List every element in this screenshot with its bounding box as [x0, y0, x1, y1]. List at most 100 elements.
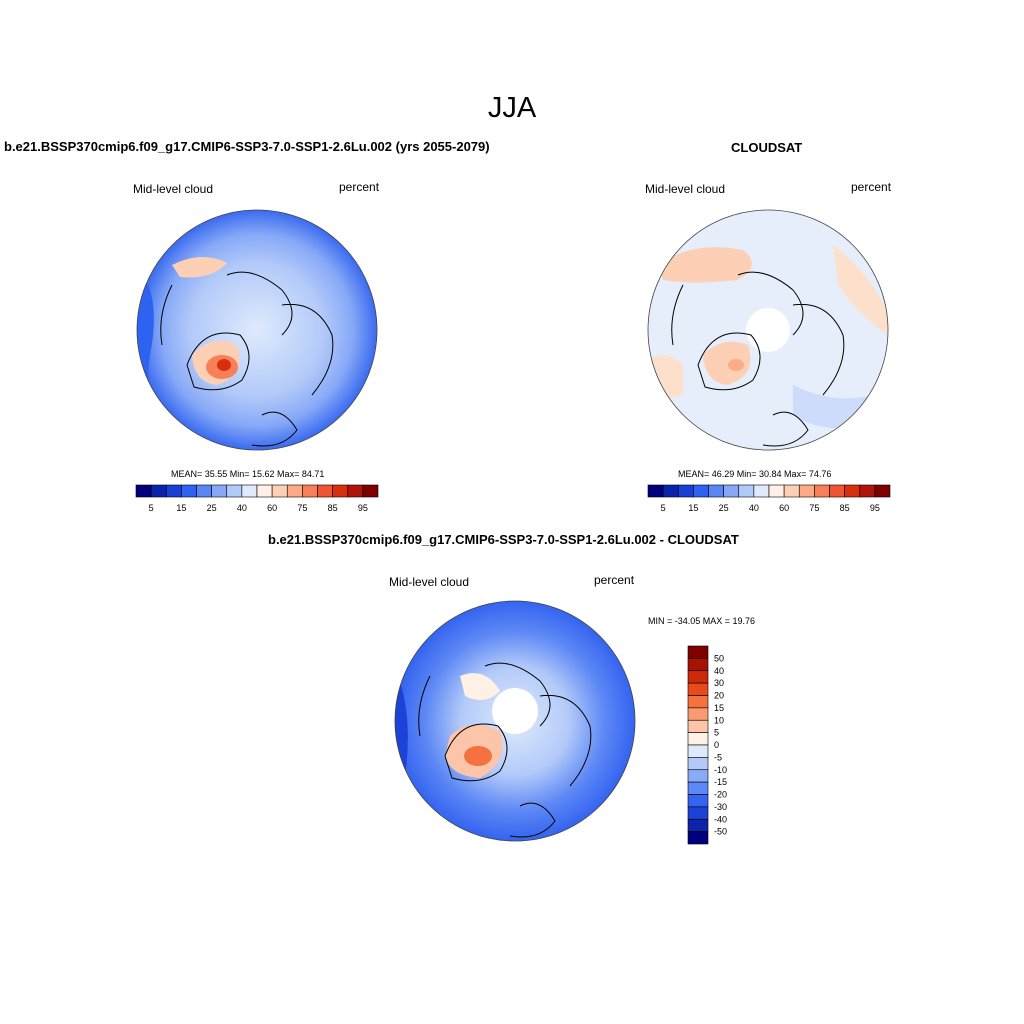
panel-3-units-label: percent	[594, 573, 635, 587]
panel-1-colorbar-segment	[302, 484, 318, 498]
panel-2-colorbar-segment	[829, 484, 845, 498]
panel-1-units-label: percent	[339, 180, 380, 194]
panel-2-colorbar-tick-label: 60	[779, 503, 789, 513]
panel-1-variable-label: Mid-level cloud	[133, 182, 214, 196]
panel-3-variable-label: Mid-level cloud	[389, 575, 470, 589]
panel-2-colorbar-segment	[647, 484, 664, 498]
panel-3-colorbar-tick-label: 40	[714, 666, 724, 676]
panel-3-warm-region	[460, 673, 500, 700]
figure-title: JJA	[487, 92, 537, 124]
panel-3-colorbar-segment	[687, 806, 709, 820]
panel-1-colorbar-segment	[317, 484, 333, 498]
panel-3-colorbar-tick-label: 15	[714, 703, 724, 713]
panel-3-colorbar-tick-label: -20	[714, 790, 727, 800]
panel-3-colorbar-segment	[687, 732, 709, 746]
panel-3-colorbar-tick-label: -50	[714, 827, 727, 837]
panel-1-stats: MEAN= 35.55 Min= 15.62 Max= 84.71	[171, 469, 325, 479]
panel-3-colorbar-segment	[687, 769, 709, 783]
panel-1-colorbar-segment	[196, 484, 212, 498]
panel-2-variable-label: Mid-level cloud	[645, 182, 726, 196]
panel-2-coastlines	[671, 271, 845, 447]
panel-3-colorbar-tick-label: 10	[714, 715, 724, 725]
panel-2-warm-region	[703, 341, 751, 385]
panel-1-colorbar-segment	[241, 484, 258, 498]
panel-3-colorbar-segment	[687, 670, 709, 684]
panel-1-warm-region	[217, 359, 231, 371]
panel-2-colorbar-segment	[708, 484, 724, 498]
panel-1-colorbar-segment	[165, 484, 182, 498]
panel-2-units-label: percent	[851, 180, 892, 194]
panel-2-colorbar-segment	[874, 484, 891, 498]
panel-1-title: b.e21.BSSP370cmip6.f09_g17.CMIP6-SSP3-7.…	[4, 139, 490, 154]
panel-2-colorbar-segment	[662, 484, 679, 498]
panel-3-title: b.e21.BSSP370cmip6.f09_g17.CMIP6-SSP3-7.…	[268, 532, 739, 547]
panel-2-colorbar-segment	[814, 484, 830, 498]
panel-1-colorbar-segment	[332, 484, 349, 498]
panel-2-colorbar-tick-label: 25	[719, 503, 729, 513]
panel-2-missing-data	[746, 308, 790, 352]
panel-3-map-border	[394, 600, 636, 842]
panel-2-colorbar-segment	[723, 484, 740, 498]
panel-3-colorbar-tick-label: -5	[714, 752, 722, 762]
panel-3-colorbar-segment	[687, 658, 709, 672]
panel-3-colorbar-segment	[687, 794, 709, 808]
panel-3-warm-region	[464, 746, 492, 766]
panel-1-colorbar: 5 15 25 40 60 75 85 95	[135, 484, 379, 513]
panel-2-colorbar-segment	[768, 484, 785, 498]
panel-3-colorbar-tick-label: 50	[714, 653, 724, 663]
panel-1-map	[136, 209, 378, 451]
panel-2-colorbar-segment	[844, 484, 861, 498]
panel-1-colorbar-segment	[211, 484, 228, 498]
panel-1-colorbar-segment	[135, 484, 152, 498]
panel-2-colorbar-segment	[677, 484, 694, 498]
panel-3-colorbar-tick-label: 0	[714, 740, 719, 750]
panel-1-colorbar-segment	[256, 484, 273, 498]
panel-2-colorbar-tick-label: 85	[840, 503, 850, 513]
panel-3-colorbar-segment	[687, 707, 709, 721]
panel-1-colorbar-segment	[362, 484, 379, 498]
panel-3-colorbar-tick-label: -40	[714, 814, 727, 824]
panel-3-colorbar-tick-label: 5	[714, 728, 719, 738]
panel-2-colorbar-segment	[753, 484, 770, 498]
panel-2-map-border	[647, 209, 889, 451]
panel-3-colorbar-segment	[687, 695, 709, 709]
panel-1-colorbar-segment	[347, 484, 364, 498]
panel-2-colorbar-segment	[783, 484, 800, 498]
panel-3-colorbar-tick-label: 20	[714, 691, 724, 701]
panel-2-colorbar-tick-label: 95	[870, 503, 880, 513]
panel-3-colorbar-segment	[687, 818, 709, 832]
panel-3-coastlines	[418, 662, 592, 838]
panel-3-colorbar-segment	[687, 744, 709, 758]
panel-3-colorbar-segment	[687, 781, 709, 795]
panel-1-colorbar-segment	[271, 484, 288, 498]
panel-2-colorbar-tick-label: 5	[661, 503, 666, 513]
panel-2-colorbar-segment	[738, 484, 755, 498]
panel-2-colorbar-tick-label: 75	[809, 503, 819, 513]
panel-3-colorbar-segment	[687, 757, 709, 771]
panel-3-colorbar-segment	[687, 682, 709, 696]
panel-3-colorbar-tick-label: 30	[714, 678, 724, 688]
panel-1-colorbar-tick-label: 75	[297, 503, 307, 513]
panel-3-colorbar-tick-label: -30	[714, 802, 727, 812]
panel-3-missing-data	[492, 688, 538, 734]
panel-1-colorbar-tick-label: 85	[328, 503, 338, 513]
panel-1-map-border	[136, 209, 378, 451]
panel-1-colorbar-segment	[150, 484, 167, 498]
panel-2-map	[647, 209, 889, 451]
panel-3-map	[394, 600, 636, 842]
panel-3-colorbar-tick-label: -15	[714, 777, 727, 787]
panel-2-colorbar-tick-label: 15	[688, 503, 698, 513]
panel-1-colorbar-segment	[226, 484, 243, 498]
panel-1-colorbar-tick-label: 15	[176, 503, 186, 513]
panel-1-colorbar-tick-label: 95	[358, 503, 368, 513]
panel-3-colorbar-segment	[687, 719, 709, 733]
panel-1-colorbar-segment	[181, 484, 197, 498]
panel-2-colorbar-segment	[798, 484, 815, 498]
panel-2-title: CLOUDSAT	[731, 140, 803, 155]
panel-1-colorbar-segment	[286, 484, 303, 498]
panel-2-stats: MEAN= 46.29 Min= 30.84 Max= 74.76	[678, 469, 832, 479]
panel-1-field	[137, 210, 377, 450]
panel-2-colorbar-segment	[859, 484, 876, 498]
panel-1-colorbar-tick-label: 40	[237, 503, 247, 513]
panel-2-colorbar-tick-label: 40	[749, 503, 759, 513]
